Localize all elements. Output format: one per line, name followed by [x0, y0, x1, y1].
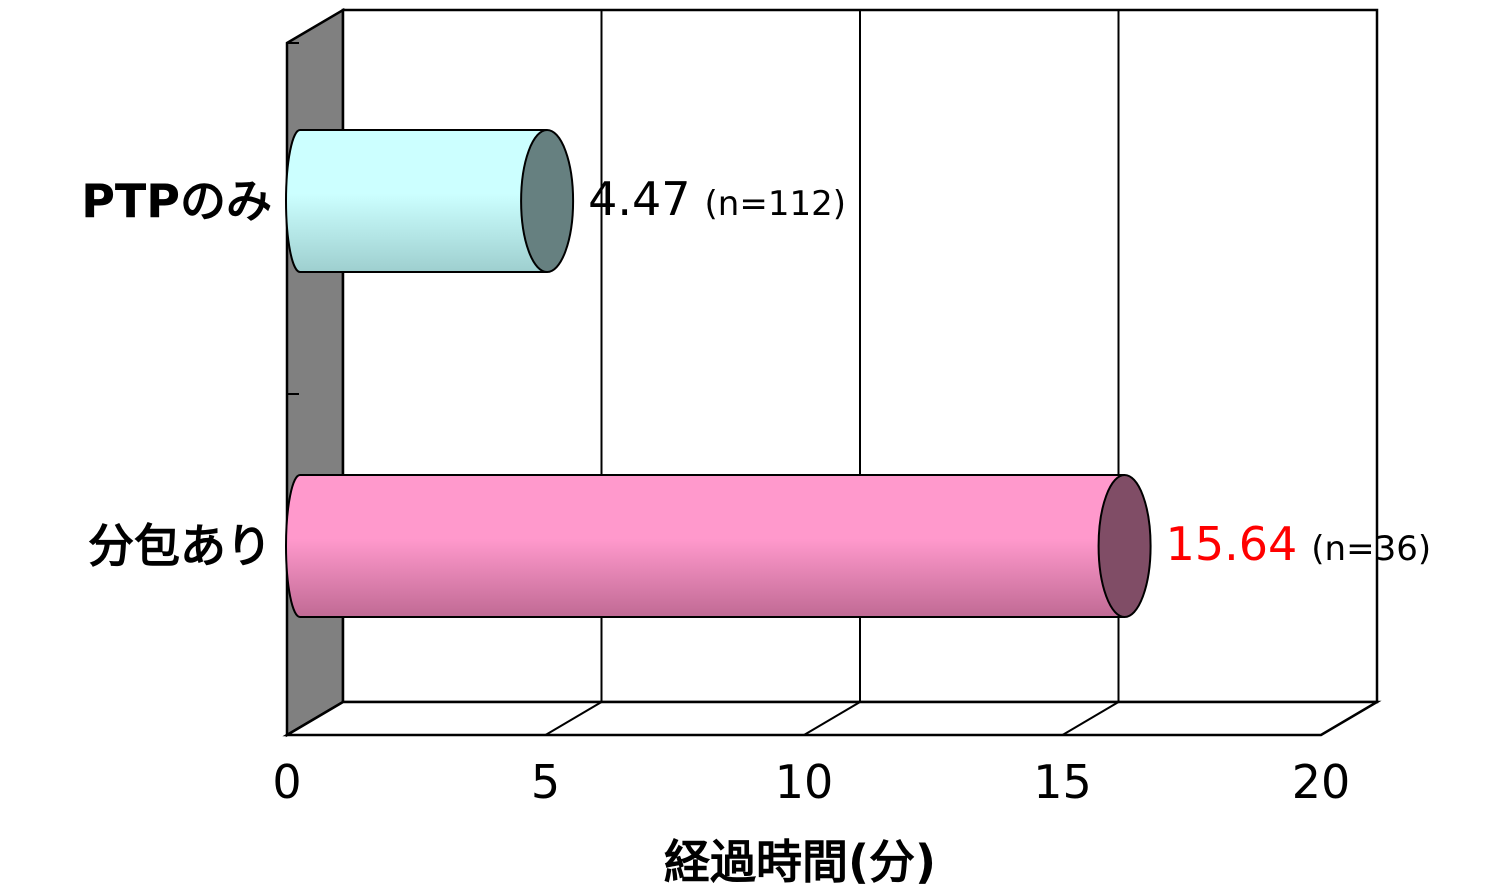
- side-wall: [285, 7, 345, 738]
- x-tick-label: 5: [531, 755, 560, 809]
- floor-gridline: [1061, 701, 1120, 736]
- n-label: (n=36): [1311, 529, 1431, 569]
- bar-1: [285, 474, 1152, 618]
- x-tick-label: 15: [1033, 755, 1092, 809]
- floor-gridline: [1320, 701, 1378, 736]
- n-label: (n=112): [705, 184, 846, 224]
- category-label: PTPのみ: [81, 174, 272, 228]
- bar-body: [285, 129, 548, 273]
- floor-gridline: [803, 701, 861, 736]
- bar-end-cap: [520, 129, 575, 273]
- x-tick-label: 0: [272, 755, 301, 809]
- value-label: 15.64: [1166, 517, 1298, 571]
- bar-end-cap: [1097, 474, 1152, 618]
- x-tick-label: 20: [1292, 755, 1351, 809]
- bar-body: [285, 474, 1125, 618]
- value-label: 4.47: [588, 172, 690, 226]
- x-tick-label: 10: [775, 755, 834, 809]
- floor-gridline: [544, 701, 603, 736]
- x-axis-title: 経過時間(分): [664, 835, 936, 888]
- category-label: 分包あり: [88, 519, 272, 573]
- bar-0: [285, 129, 575, 273]
